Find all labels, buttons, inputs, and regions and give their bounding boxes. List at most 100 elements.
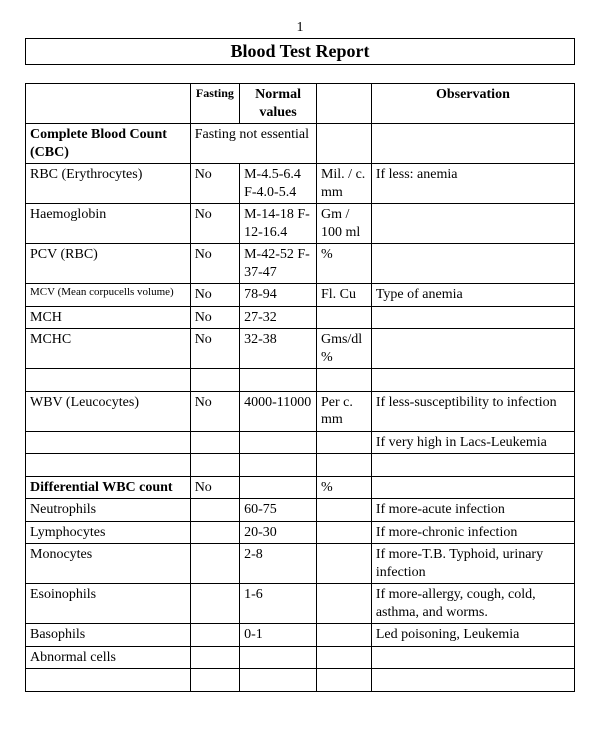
cell-normal (240, 646, 317, 669)
cell-blank (316, 369, 371, 392)
table-row: If very high in Lacs-Leukemia (26, 431, 575, 454)
cell-fasting: No (190, 244, 239, 284)
cell-fasting: No (190, 329, 239, 369)
cell-unit (316, 124, 371, 164)
cell-normal: 20-30 (240, 521, 317, 544)
cell-unit (316, 521, 371, 544)
cell-blank (190, 454, 239, 477)
cell-name: PCV (RBC) (26, 244, 191, 284)
cell-obs (371, 646, 574, 669)
cell-blank (240, 369, 317, 392)
table-row: WBV (Leucocytes)No4000-11000Per c. mmIf … (26, 391, 575, 431)
cell-unit: Mil. / c. mm (316, 164, 371, 204)
table-row (26, 669, 575, 692)
cell-unit (316, 646, 371, 669)
table-row: MCHCNo32-38Gms/dl % (26, 329, 575, 369)
table-row: Monocytes 2-8 If more-T.B. Typhoid, urinar… (26, 544, 575, 584)
cell-fasting: No (190, 306, 239, 329)
cell-name: Lymphocytes (26, 521, 191, 544)
cell-obs: If very high in Lacs-Leukemia (371, 431, 574, 454)
cell-name: Haemoglobin (26, 204, 191, 244)
table-row: PCV (RBC)NoM-42-52 F-37-47% (26, 244, 575, 284)
cell-normal: M-4.5-6.4 F-4.0-5.4 (240, 164, 317, 204)
table-row (26, 454, 575, 477)
cell-normal: 32-38 (240, 329, 317, 369)
cell-normal: 2-8 (240, 544, 317, 584)
cell-unit (316, 306, 371, 329)
table-row: RBC (Erythrocytes)NoM-4.5-6.4 F-4.0-5.4M… (26, 164, 575, 204)
cell-normal: 4000-11000 (240, 391, 317, 431)
cell-name: RBC (Erythrocytes) (26, 164, 191, 204)
table-row: Differential WBC countNo% (26, 476, 575, 499)
cell-blank (240, 669, 317, 692)
cell-blank (316, 669, 371, 692)
cell-blank (190, 369, 239, 392)
cell-fasting (190, 584, 239, 624)
cell-normal: 1-6 (240, 584, 317, 624)
cell-unit (316, 584, 371, 624)
cell-name: MCV (Mean corpucells volume) (26, 284, 191, 307)
cell-normal: 0-1 (240, 624, 317, 647)
cell-normal: 78-94 (240, 284, 317, 307)
cell-obs: If less: anemia (371, 164, 574, 204)
cell-blank (26, 369, 191, 392)
table-row: Basophils0-1Led poisoning, Leukemia (26, 624, 575, 647)
header-col1 (26, 84, 191, 124)
cell-obs (371, 204, 574, 244)
cell-fasting (190, 544, 239, 584)
cell-unit: Fl. Cu (316, 284, 371, 307)
cell-fasting: No (190, 164, 239, 204)
cell-obs (371, 124, 574, 164)
cell-name: Differential WBC count (26, 476, 191, 499)
cell-obs: If more-T.B. Typhoid, urinary infection (371, 544, 574, 584)
cell-obs (371, 306, 574, 329)
page-number: 1 (25, 20, 575, 36)
cell-obs (371, 244, 574, 284)
table-row: Neutrophils60-75If more-acute infection (26, 499, 575, 522)
table-row: MCHNo27-32 (26, 306, 575, 329)
cell-unit (316, 544, 371, 584)
cell-blank (371, 669, 574, 692)
cell-unit: Per c. mm (316, 391, 371, 431)
cell-name: Abnormal cells (26, 646, 191, 669)
cell-normal: M-14-18 F-12-16.4 (240, 204, 317, 244)
table-row: Abnormal cells (26, 646, 575, 669)
cell-unit: Gms/dl % (316, 329, 371, 369)
cell-normal: M-42-52 F-37-47 (240, 244, 317, 284)
report-title: Blood Test Report (25, 38, 575, 65)
cell-name: MCHC (26, 329, 191, 369)
table-row: HaemoglobinNoM-14-18 F-12-16.4Gm / 100 m… (26, 204, 575, 244)
cell-normal (240, 476, 317, 499)
section-name: Complete Blood Count (CBC) (26, 124, 191, 164)
header-fasting: Fasting (190, 84, 239, 124)
cell-fasting (190, 499, 239, 522)
cell-fasting (190, 521, 239, 544)
cell-obs: Led poisoning, Leukemia (371, 624, 574, 647)
cell-fasting: No (190, 204, 239, 244)
cell-obs: If more-chronic infection (371, 521, 574, 544)
cell-normal: 27-32 (240, 306, 317, 329)
cell-unit (316, 499, 371, 522)
cell-fasting: No (190, 284, 239, 307)
cell-obs: If more-acute infection (371, 499, 574, 522)
cell-blank (240, 454, 317, 477)
cell-unit: Gm / 100 ml (316, 204, 371, 244)
cell-blank (240, 431, 317, 454)
blood-test-table: Fasting Normal values Observation Comple… (25, 83, 575, 692)
cell-blank (371, 454, 574, 477)
cell-name: Monocytes (26, 544, 191, 584)
header-normal: Normal values (240, 84, 317, 124)
cell-obs (371, 329, 574, 369)
table-row: MCV (Mean corpucells volume)No78-94Fl. C… (26, 284, 575, 307)
cell-blank (26, 669, 191, 692)
table-row: Esoinophils1-6If more-allergy, cough, co… (26, 584, 575, 624)
table-row (26, 369, 575, 392)
cell-fasting (190, 624, 239, 647)
cell-blank (190, 669, 239, 692)
cell-blank (316, 454, 371, 477)
header-observation: Observation (371, 84, 574, 124)
cell-name: WBV (Leucocytes) (26, 391, 191, 431)
cell-unit (316, 624, 371, 647)
header-unit (316, 84, 371, 124)
cell-blank (26, 454, 191, 477)
